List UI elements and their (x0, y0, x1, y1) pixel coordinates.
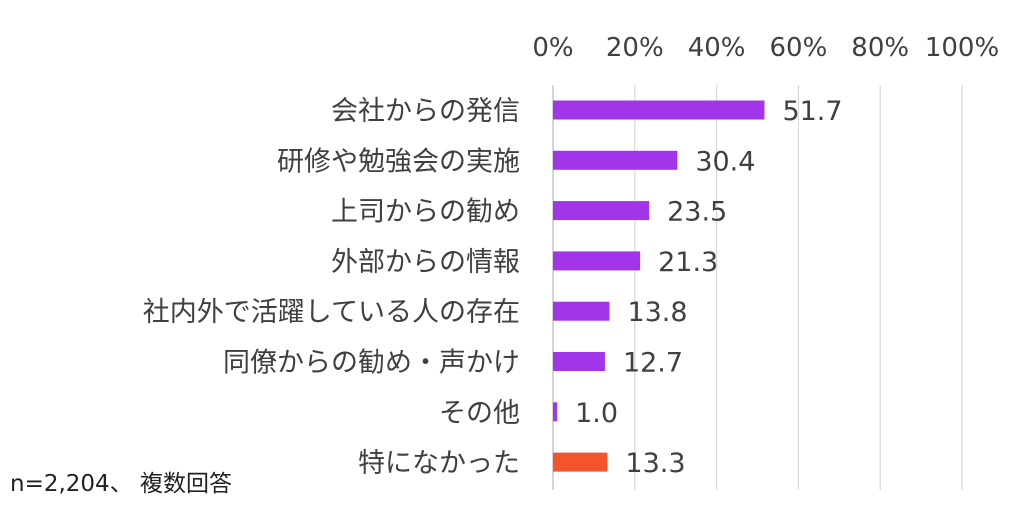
data-label: 1.0 (575, 398, 618, 429)
category-label: 研修や勉強会の実施 (277, 146, 520, 177)
footnote: n=2,204、 複数回答 (10, 471, 233, 497)
gridlines (552, 85, 963, 490)
data-labels: 51.7 30.4 23.5 21.3 13.8 12.71.013.3 (575, 96, 842, 479)
bar (553, 402, 558, 422)
bar (553, 452, 608, 472)
x-tick-label: 20% (606, 33, 664, 63)
category-label: 上司からの勧め (331, 197, 520, 228)
bar (553, 201, 650, 221)
category-label: 外部からの情報 (331, 247, 520, 278)
data-label: 12.7 (623, 348, 683, 379)
bar (553, 352, 605, 371)
bar (553, 100, 765, 120)
x-tick-label: 40% (688, 33, 746, 63)
category-label: 特になかった (358, 448, 520, 479)
category-labels: 会社からの発信研修や勉強会の実施上司からの勧め外部からの情報社内外で活躍している… (143, 96, 520, 479)
category-label: その他 (439, 398, 520, 429)
data-label: 23.5 (667, 197, 727, 228)
data-label: 13.8 (627, 297, 687, 328)
x-axis-ticks: 0% 20% 40% 60% 80% 100% (532, 33, 999, 63)
data-label: 21.3 (658, 247, 718, 278)
data-label: 30.4 (695, 146, 755, 177)
data-label: 13.3 (625, 448, 685, 479)
x-tick-label: 100% (925, 33, 999, 63)
bar (553, 251, 641, 271)
x-tick-label: 60% (770, 33, 828, 63)
bar (553, 150, 678, 170)
x-tick-label: 0% (532, 33, 573, 63)
category-label: 会社からの発信 (331, 96, 520, 127)
x-tick-label: 80% (851, 33, 909, 63)
bars (553, 100, 765, 472)
category-label: 社内外で活躍している人の存在 (143, 297, 520, 328)
bar (553, 301, 610, 321)
category-label: 同僚からの勧め・声かけ (223, 348, 520, 379)
data-label: 51.7 (782, 96, 842, 127)
